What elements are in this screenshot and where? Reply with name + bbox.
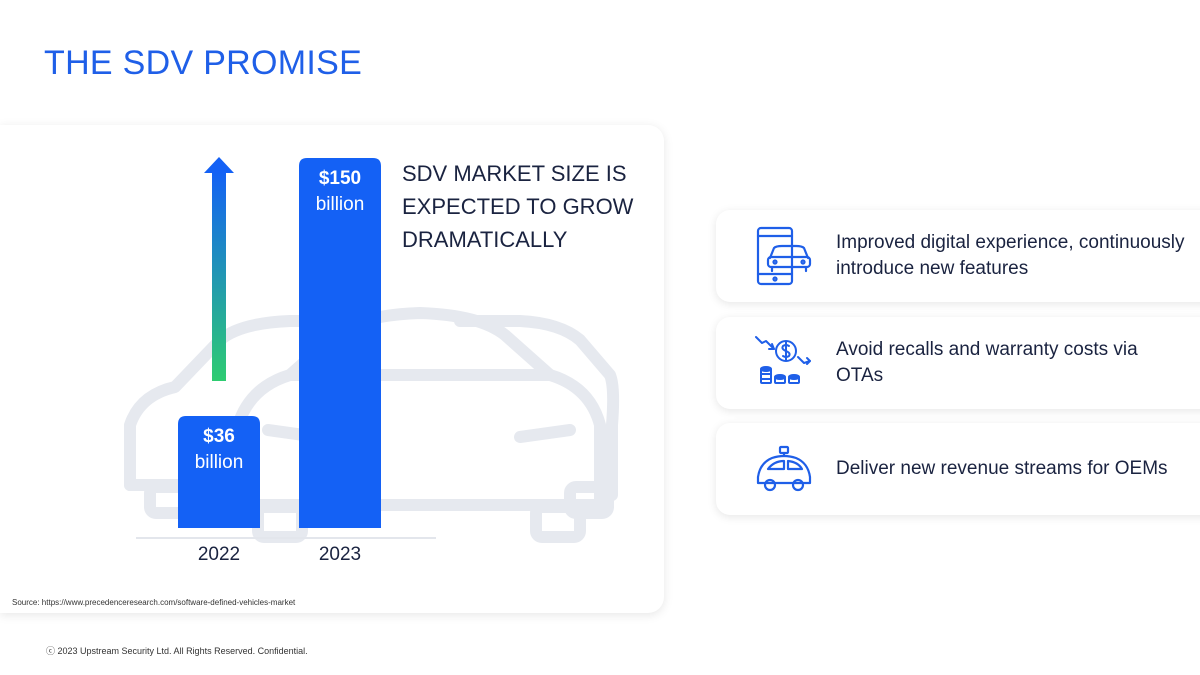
bar-value-label-2022: $36 billion — [178, 424, 260, 476]
copyright-footer: ⓒ 2023 Upstream Security Ltd. All Rights… — [46, 646, 308, 656]
bar-value: $36 — [203, 426, 235, 447]
x-tick-label: 2022 — [197, 544, 241, 565]
bar-unit: billion — [194, 452, 244, 473]
feature-text: Deliver new revenue streams for OEMs — [836, 458, 1168, 479]
bar-2022 — [178, 416, 260, 528]
chart-card: SDV MARKET SIZE IS EXPECTED TO GROW DRAM… — [0, 125, 664, 613]
slide-title: THE SDV PROMISE — [44, 44, 363, 82]
feature-card-avoid-recalls: Avoid recalls and warranty costs via OTA… — [716, 317, 1200, 409]
bar-value: $150 — [318, 168, 362, 189]
feature-card-digital-experience: Improved digital experience, continuousl… — [716, 210, 1200, 302]
source-citation: Source: https://www.precedenceresearch.c… — [12, 598, 296, 607]
autonomous-car-icon — [756, 445, 812, 492]
bar-unit: billion — [315, 194, 365, 215]
bar-2023 — [299, 158, 381, 528]
chart-headline: SDV MARKET SIZE IS EXPECTED TO GROW DRAM… — [402, 161, 634, 252]
market-size-chart — [124, 157, 620, 543]
x-tick-label: 2023 — [318, 544, 362, 565]
feature-text: Improved digital experience, continuousl… — [836, 232, 1185, 279]
growth-arrow — [204, 157, 234, 381]
dollar-coins-icon — [755, 336, 811, 384]
feature-card-revenue-streams: Deliver new revenue streams for OEMs — [716, 423, 1200, 515]
bar-value-label-2023: $150 billion — [299, 166, 381, 218]
phone-car-icon — [756, 226, 812, 286]
feature-text: Avoid recalls and warranty costs via OTA… — [836, 339, 1138, 386]
